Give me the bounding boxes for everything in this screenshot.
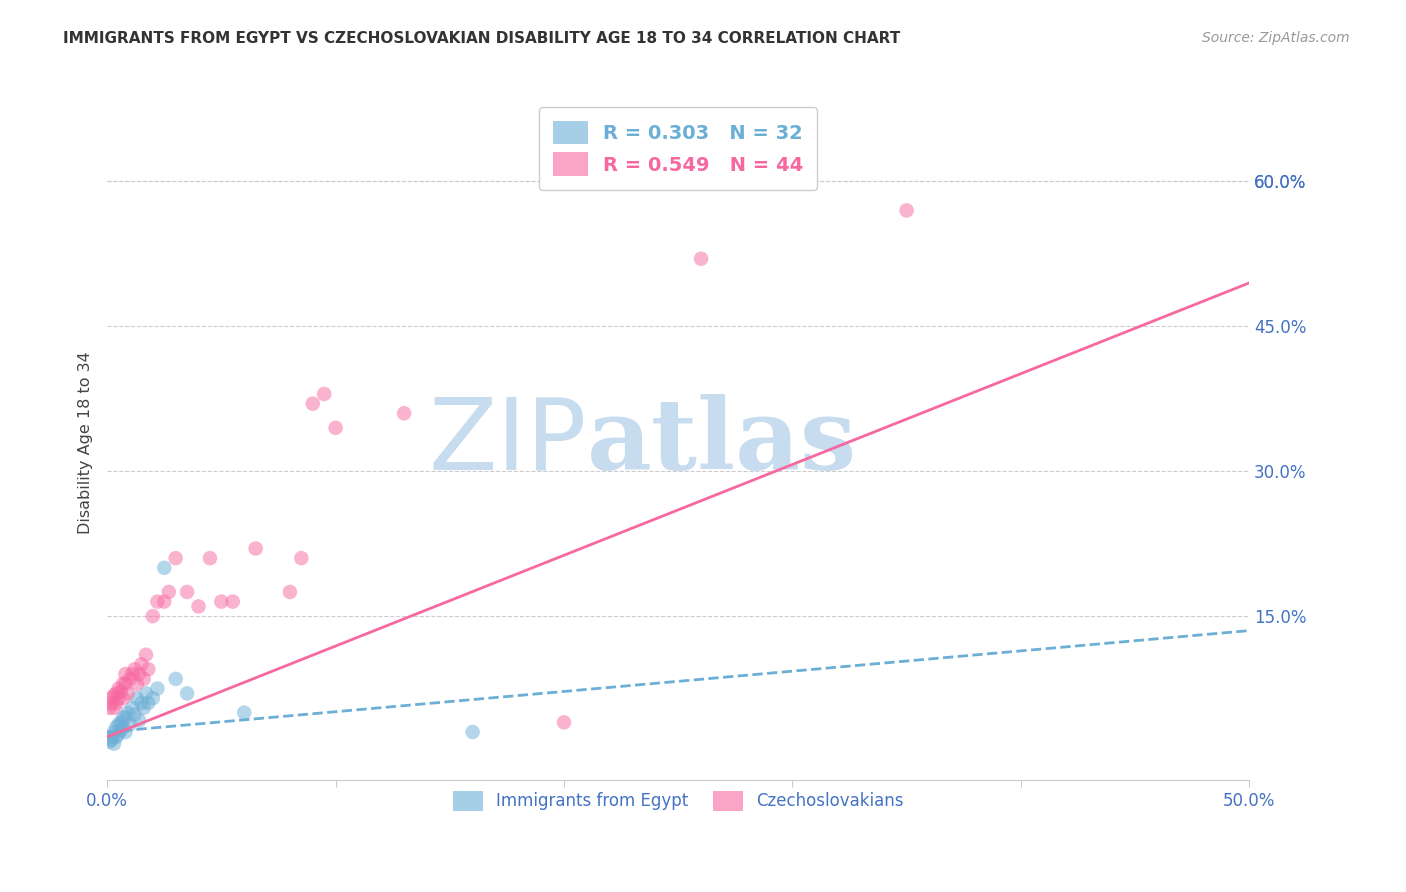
Point	[110, 723, 132, 737]
Point	[110, 715, 132, 730]
Point	[114, 676, 136, 690]
Point	[103, 688, 125, 702]
Point	[132, 672, 155, 686]
Point	[121, 701, 143, 715]
Point	[103, 737, 125, 751]
Point	[157, 585, 180, 599]
Point	[107, 717, 129, 731]
Point	[105, 686, 128, 700]
Point	[278, 585, 301, 599]
Point	[233, 706, 256, 720]
Point	[209, 594, 232, 608]
Point	[142, 609, 165, 624]
Point	[107, 727, 129, 741]
Point	[301, 396, 323, 410]
Point	[128, 667, 150, 681]
Point	[325, 421, 347, 435]
Point	[100, 732, 122, 747]
Y-axis label: Disability Age 18 to 34: Disability Age 18 to 34	[79, 351, 93, 533]
Point	[110, 684, 132, 698]
Point	[105, 730, 128, 744]
Point	[136, 696, 159, 710]
Point	[124, 662, 146, 676]
Point	[128, 714, 150, 728]
Text: atlas: atlas	[586, 393, 858, 491]
Point	[290, 551, 312, 566]
Text: IMMIGRANTS FROM EGYPT VS CZECHOSLOVAKIAN DISABILITY AGE 18 TO 34 CORRELATION CHA: IMMIGRANTS FROM EGYPT VS CZECHOSLOVAKIAN…	[63, 31, 900, 46]
Point	[461, 725, 484, 739]
Point	[198, 551, 221, 566]
Point	[392, 406, 415, 420]
Point	[121, 667, 143, 681]
Point	[117, 686, 139, 700]
Point	[118, 672, 141, 686]
Point	[153, 561, 176, 575]
Point	[112, 710, 135, 724]
Point	[132, 701, 155, 715]
Point	[114, 710, 136, 724]
Point	[114, 667, 136, 681]
Point	[314, 387, 336, 401]
Point	[153, 594, 176, 608]
Point	[103, 725, 125, 739]
Point	[176, 585, 198, 599]
Point	[117, 706, 139, 720]
Point	[165, 551, 187, 566]
Point	[125, 691, 148, 706]
Point	[136, 662, 159, 676]
Point	[100, 696, 122, 710]
Point	[114, 725, 136, 739]
Point	[690, 252, 713, 266]
Point	[131, 696, 153, 710]
Point	[105, 720, 128, 734]
Point	[98, 734, 121, 748]
Point	[124, 707, 146, 722]
Point	[112, 720, 135, 734]
Point	[103, 701, 125, 715]
Point	[146, 681, 169, 696]
Point	[100, 730, 122, 744]
Point	[125, 676, 148, 690]
Point	[135, 686, 157, 700]
Point	[187, 599, 209, 614]
Point	[165, 672, 187, 686]
Point	[131, 657, 153, 672]
Point	[105, 696, 128, 710]
Point	[896, 203, 918, 218]
Text: ZIP: ZIP	[429, 393, 586, 491]
Point	[112, 676, 135, 690]
Point	[245, 541, 267, 556]
Point	[100, 691, 122, 706]
Point	[112, 691, 135, 706]
Point	[176, 686, 198, 700]
Legend: Immigrants from Egypt, Czechoslovakians: Immigrants from Egypt, Czechoslovakians	[441, 779, 915, 822]
Point	[146, 594, 169, 608]
Point	[107, 691, 129, 706]
Point	[98, 701, 121, 715]
Point	[553, 715, 575, 730]
Point	[142, 691, 165, 706]
Point	[107, 681, 129, 696]
Point	[118, 717, 141, 731]
Point	[135, 648, 157, 662]
Point	[222, 594, 245, 608]
Text: Source: ZipAtlas.com: Source: ZipAtlas.com	[1202, 31, 1350, 45]
